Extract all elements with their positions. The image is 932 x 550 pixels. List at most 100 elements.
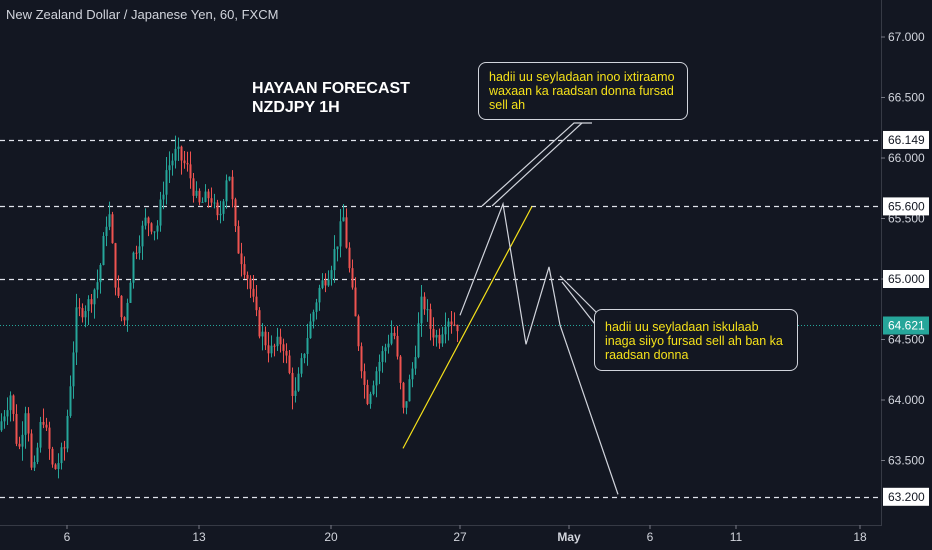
forecast-title: HAYAAN FORECAST NZDJPY 1H xyxy=(252,79,410,117)
callout-upper-line-2: waxaan ka raadsan donna fursad xyxy=(489,84,674,98)
candle-body xyxy=(228,176,231,181)
candle xyxy=(378,354,381,385)
candle xyxy=(12,394,15,422)
candle xyxy=(219,200,222,224)
projection-path[interactable] xyxy=(459,201,619,495)
candle xyxy=(30,429,33,471)
time-tick-label: 11 xyxy=(730,530,743,544)
candle xyxy=(162,181,165,210)
candle-body xyxy=(24,413,27,435)
candle-body xyxy=(399,356,402,383)
candle-body xyxy=(192,178,195,196)
level-price-tag-label: 65.000 xyxy=(888,272,925,286)
price-tick-label: 66.000 xyxy=(888,151,925,165)
candle-body xyxy=(366,384,369,404)
candle-body xyxy=(210,198,213,203)
candle-body xyxy=(165,170,168,195)
candle-body xyxy=(378,361,381,372)
callout-upper-line-3: sell ah xyxy=(489,98,526,112)
candle-body xyxy=(237,226,240,254)
level-price-tag xyxy=(883,270,929,288)
candle xyxy=(411,362,414,388)
candle-body xyxy=(276,336,279,347)
candle xyxy=(414,345,417,375)
candle-body xyxy=(225,180,228,202)
candle-body xyxy=(279,336,282,345)
candle-body xyxy=(390,332,393,344)
time-tick-label: 18 xyxy=(853,530,867,544)
callout-upper-line-1: hadii uu seyladaan inoo ixtiraamo xyxy=(489,70,675,84)
callout-upper[interactable]: hadii uu seyladaan inoo ixtiraamo waxaan… xyxy=(478,62,688,120)
candle-body xyxy=(36,447,39,462)
candle xyxy=(240,242,243,277)
candle xyxy=(375,366,378,398)
candle xyxy=(396,325,399,360)
candle xyxy=(165,156,168,205)
candle-body xyxy=(204,191,207,202)
candle-body xyxy=(456,324,459,332)
candle-body xyxy=(342,217,345,222)
candle-body xyxy=(294,390,297,396)
candle-body xyxy=(147,217,150,224)
candle xyxy=(426,299,429,322)
candle xyxy=(51,446,54,468)
candle-body xyxy=(297,373,300,391)
candle xyxy=(243,256,246,279)
candle-body xyxy=(354,287,357,317)
price-axis[interactable]: 63.50064.00064.50065.00065.50066.00066.5… xyxy=(881,30,929,506)
candle-body xyxy=(345,217,348,248)
candle-body xyxy=(219,213,222,216)
candle xyxy=(42,408,45,429)
candle xyxy=(195,181,198,199)
candle-body xyxy=(63,447,66,449)
candle xyxy=(174,135,177,169)
candle xyxy=(327,270,330,287)
callout-lower-line-3: raadsan donna xyxy=(605,348,689,362)
candle-body xyxy=(180,146,183,161)
time-axis[interactable]: 6 13 20 27 May 6 11 18 xyxy=(64,525,867,544)
candle xyxy=(393,326,396,340)
candle xyxy=(72,341,75,399)
horizontal-levels xyxy=(0,139,881,499)
callout-lower[interactable]: hadii uu seyladaan iskulaab inaga siiyo … xyxy=(594,309,798,371)
candle xyxy=(306,323,309,366)
candle-body xyxy=(324,280,327,286)
candle-body xyxy=(306,338,309,354)
candle xyxy=(225,174,228,209)
candle-body xyxy=(21,434,24,447)
time-tick-label: 20 xyxy=(324,530,338,544)
candle-body xyxy=(285,350,288,356)
time-tick-label: 27 xyxy=(453,530,467,544)
candle-body xyxy=(432,328,435,338)
candle xyxy=(129,280,132,303)
callout-lower-pointer-2 xyxy=(561,281,599,329)
candlesticks xyxy=(0,135,459,479)
candle xyxy=(213,193,216,209)
candle xyxy=(348,242,351,273)
candle-body xyxy=(162,194,165,200)
candle-body xyxy=(27,413,30,434)
candle xyxy=(324,273,327,293)
candle-body xyxy=(57,463,60,470)
candle-body xyxy=(0,421,3,431)
level-price-tag xyxy=(883,487,929,506)
candle-body xyxy=(33,461,36,468)
candle xyxy=(441,326,444,347)
time-tick-label: May xyxy=(557,530,581,544)
candle-body xyxy=(9,395,12,411)
callout-lower-line-2: inaga siiyo fursad sell ah ban ka xyxy=(605,334,783,348)
candle xyxy=(450,311,453,334)
candle xyxy=(405,401,408,415)
candle-body xyxy=(312,311,315,322)
drawings xyxy=(402,122,619,495)
candle xyxy=(300,353,303,378)
candle-body xyxy=(351,268,354,288)
candle-body xyxy=(3,416,6,422)
candle xyxy=(309,313,312,339)
candle xyxy=(336,246,339,262)
candle-body xyxy=(384,347,387,352)
candle-body xyxy=(381,351,384,362)
candle xyxy=(237,220,240,254)
candle-body xyxy=(189,164,192,179)
